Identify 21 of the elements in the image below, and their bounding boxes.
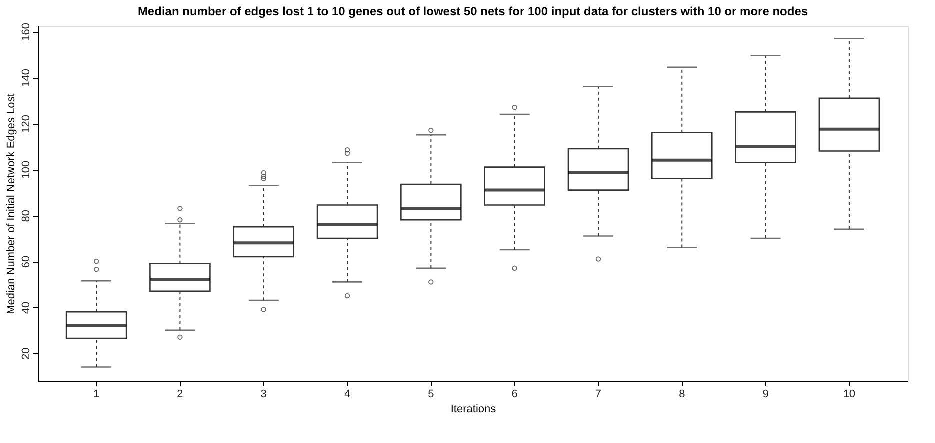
y-tick-label: 20	[20, 348, 32, 360]
x-tick-label: 6	[512, 388, 518, 400]
chart-title: Median number of edges lost 1 to 10 genes out of lowest 50 nets for 100 input data for clusters with 10 or more nodes	[138, 4, 808, 19]
y-tick-label: 160	[20, 23, 32, 42]
x-tick-label: 2	[177, 388, 184, 400]
y-tick-label: 60	[20, 256, 32, 268]
y-tick-label: 120	[20, 114, 32, 134]
x-tick-label: 5	[428, 388, 434, 400]
x-tick-label: 10	[843, 388, 856, 400]
x-tick-label: 7	[595, 388, 602, 400]
y-tick-label: 80	[20, 210, 32, 222]
x-tick-label: 4	[344, 388, 351, 400]
y-tick-label: 100	[20, 160, 32, 180]
y-axis-title: Median Number of Initial Network Edges Lost	[6, 94, 18, 314]
x-tick-label: 8	[679, 388, 686, 400]
x-tick-label: 3	[260, 388, 267, 400]
x-tick-label: 9	[762, 388, 769, 400]
y-tick-label: 140	[20, 69, 32, 88]
x-tick-label: 1	[93, 388, 100, 400]
y-tick-label: 40	[20, 302, 32, 314]
x-axis-title: Iterations	[450, 404, 497, 416]
